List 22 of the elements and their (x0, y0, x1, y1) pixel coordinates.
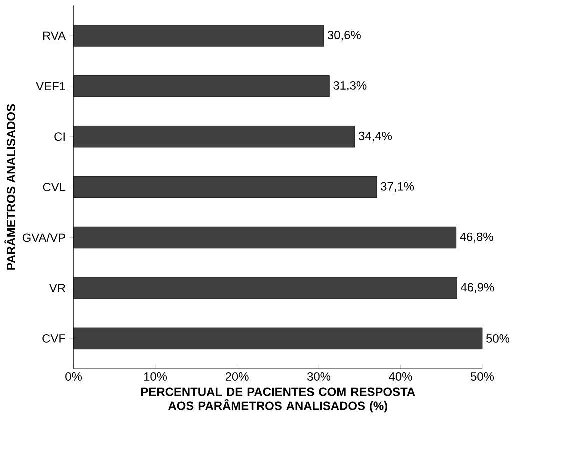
x-tick-label: 40% (389, 372, 412, 382)
x-tick-label: 10% (144, 372, 168, 382)
x-tick-label: 20% (226, 372, 249, 382)
y-tick-label: CVL (43, 183, 66, 192)
data-label: 31,3% (334, 82, 367, 92)
x-tick-label: 50% (471, 372, 494, 382)
x-axis-title: PERCENTUAL DE PACIENTES COM RESPOSTA AOS PARÂMETROS ANALISADOS (%) (142, 388, 416, 413)
y-tick-label: CVF (42, 334, 66, 344)
y-tick-label: VEF1 (36, 82, 66, 91)
y-axis-title: PARÂMETROS ANALISADOS (4, 104, 16, 270)
data-label: 50% (486, 334, 510, 344)
data-label: 46,9% (460, 283, 494, 294)
data-label: 34,4% (358, 132, 392, 142)
x-tick-label: 0% (66, 372, 82, 382)
data-label: 37,1% (381, 182, 414, 192)
y-tick-label: GVA/VP (22, 233, 66, 242)
y-tick-label: VR (49, 284, 66, 292)
data-label: 30,6% (328, 31, 361, 42)
data-label: 46,8% (460, 232, 494, 243)
x-tick-label: 30% (307, 372, 331, 382)
y-tick-label: RVA (43, 32, 66, 40)
y-tick-label: CI (54, 132, 65, 142)
